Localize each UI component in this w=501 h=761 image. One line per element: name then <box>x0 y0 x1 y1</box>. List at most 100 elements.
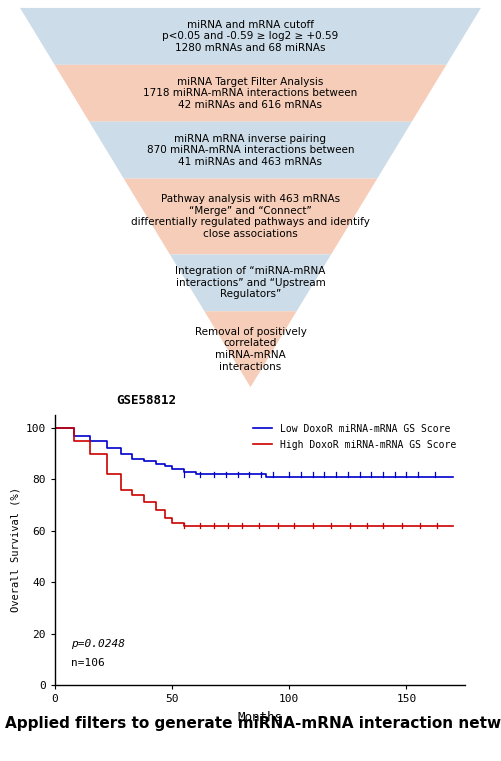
Low DoxoR miRNA-mRNA GS Score <box>333 472 339 481</box>
Low DoxoR miRNA-mRNA GS Score <box>286 472 292 481</box>
Low DoxoR miRNA-mRNA GS Score <box>333 472 339 481</box>
High DoxoR miRNA-mRNA GS Score <box>118 470 124 479</box>
High DoxoR miRNA-mRNA GS Score <box>403 521 409 530</box>
High DoxoR miRNA-mRNA GS Score <box>87 436 93 445</box>
Text: Applied filters to generate miRNA-mRNA interaction network: Applied filters to generate miRNA-mRNA i… <box>5 716 501 731</box>
High DoxoR miRNA-mRNA GS Score <box>141 490 147 499</box>
Low DoxoR miRNA-mRNA GS Score <box>141 457 147 466</box>
High DoxoR miRNA-mRNA GS Score <box>286 521 292 530</box>
Low DoxoR miRNA-mRNA GS Score <box>239 470 245 479</box>
Low DoxoR miRNA-mRNA GS Score <box>357 472 363 481</box>
Low DoxoR miRNA-mRNA GS Score <box>357 472 363 481</box>
High DoxoR miRNA-mRNA GS Score <box>169 513 175 522</box>
Low DoxoR miRNA-mRNA GS Score <box>403 472 409 481</box>
Low DoxoR miRNA-mRNA GS Score <box>129 454 135 463</box>
High DoxoR miRNA-mRNA GS Score <box>141 498 147 507</box>
High DoxoR miRNA-mRNA GS Score <box>169 518 175 527</box>
High DoxoR miRNA-mRNA GS Score <box>216 521 222 530</box>
Low DoxoR miRNA-mRNA GS Score <box>380 472 386 481</box>
Low DoxoR miRNA-mRNA GS Score <box>153 457 159 466</box>
Low DoxoR miRNA-mRNA GS Score <box>104 436 110 445</box>
Low DoxoR miRNA-mRNA GS Score <box>216 470 222 479</box>
High DoxoR miRNA-mRNA GS Score <box>310 521 316 530</box>
Text: Removal of positively
correlated
miRNA-mRNA
interactions: Removal of positively correlated miRNA-m… <box>194 326 307 371</box>
High DoxoR miRNA-mRNA GS Score <box>310 521 316 530</box>
Low DoxoR miRNA-mRNA GS Score <box>118 449 124 458</box>
Low DoxoR miRNA-mRNA GS Score <box>239 470 245 479</box>
High DoxoR miRNA-mRNA GS Score <box>263 521 269 530</box>
High DoxoR miRNA-mRNA GS Score <box>427 521 433 530</box>
Low DoxoR miRNA-mRNA GS Score <box>403 472 409 481</box>
Low DoxoR miRNA-mRNA GS Score <box>181 464 187 473</box>
X-axis label: Months: Months <box>237 711 283 724</box>
High DoxoR miRNA-mRNA GS Score <box>380 521 386 530</box>
High DoxoR miRNA-mRNA GS Score <box>204 521 210 530</box>
Low DoxoR miRNA-mRNA GS Score <box>141 454 147 463</box>
High DoxoR miRNA-mRNA GS Score <box>239 521 245 530</box>
Polygon shape <box>204 311 297 387</box>
High DoxoR miRNA-mRNA GS Score <box>129 490 135 499</box>
Text: n=106: n=106 <box>72 658 105 668</box>
Low DoxoR miRNA-mRNA GS Score <box>310 472 316 481</box>
Low DoxoR miRNA-mRNA GS Score <box>204 470 210 479</box>
Text: p=0.0248: p=0.0248 <box>72 639 125 649</box>
High DoxoR miRNA-mRNA GS Score <box>192 521 198 530</box>
Low DoxoR miRNA-mRNA GS Score <box>427 472 433 481</box>
Low DoxoR miRNA-mRNA GS Score <box>263 470 269 479</box>
High DoxoR miRNA-mRNA GS Score <box>162 505 168 514</box>
High DoxoR miRNA-mRNA GS Score <box>450 521 456 530</box>
High DoxoR miRNA-mRNA GS Score <box>118 485 124 494</box>
High DoxoR miRNA-mRNA GS Score <box>204 521 210 530</box>
High DoxoR miRNA-mRNA GS Score <box>263 521 269 530</box>
Low DoxoR miRNA-mRNA GS Score <box>181 467 187 476</box>
Low DoxoR miRNA-mRNA GS Score <box>162 460 168 469</box>
High DoxoR miRNA-mRNA GS Score <box>104 449 110 458</box>
Low DoxoR miRNA-mRNA GS Score <box>118 444 124 453</box>
Low DoxoR miRNA-mRNA GS Score <box>192 467 198 476</box>
High DoxoR miRNA-mRNA GS Score <box>181 521 187 530</box>
High DoxoR miRNA-mRNA GS Score <box>450 521 456 530</box>
Low DoxoR miRNA-mRNA GS Score <box>286 472 292 481</box>
Low DoxoR miRNA-mRNA GS Score <box>162 462 168 471</box>
High DoxoR miRNA-mRNA GS Score <box>153 498 159 507</box>
Line: Low DoxoR miRNA-mRNA GS Score: Low DoxoR miRNA-mRNA GS Score <box>55 428 453 476</box>
Low DoxoR miRNA-mRNA GS Score <box>450 472 456 481</box>
Low DoxoR miRNA-mRNA GS Score <box>129 449 135 458</box>
Text: Pathway analysis with 463 mRNAs
“Merge” and “Connect”
differentially regulated p: Pathway analysis with 463 mRNAs “Merge” … <box>131 194 370 239</box>
Text: miRNA and mRNA cutoff
p<0.05 and -0.59 ≥ log2 ≥ +0.59
1280 mRNAs and 68 miRNAs: miRNA and mRNA cutoff p<0.05 and -0.59 ≥… <box>162 20 339 53</box>
Low DoxoR miRNA-mRNA GS Score <box>310 472 316 481</box>
Line: High DoxoR miRNA-mRNA GS Score: High DoxoR miRNA-mRNA GS Score <box>55 428 453 526</box>
Low DoxoR miRNA-mRNA GS Score <box>427 472 433 481</box>
Low DoxoR miRNA-mRNA GS Score <box>87 436 93 445</box>
High DoxoR miRNA-mRNA GS Score <box>192 521 198 530</box>
High DoxoR miRNA-mRNA GS Score <box>380 521 386 530</box>
High DoxoR miRNA-mRNA GS Score <box>71 423 77 432</box>
Low DoxoR miRNA-mRNA GS Score <box>71 431 77 440</box>
High DoxoR miRNA-mRNA GS Score <box>333 521 339 530</box>
Y-axis label: Overall Survival (%): Overall Survival (%) <box>10 488 20 613</box>
Low DoxoR miRNA-mRNA GS Score <box>71 423 77 432</box>
Low DoxoR miRNA-mRNA GS Score <box>450 472 456 481</box>
Low DoxoR miRNA-mRNA GS Score <box>169 464 175 473</box>
High DoxoR miRNA-mRNA GS Score <box>52 423 58 432</box>
High DoxoR miRNA-mRNA GS Score <box>403 521 409 530</box>
High DoxoR miRNA-mRNA GS Score <box>129 485 135 494</box>
Low DoxoR miRNA-mRNA GS Score <box>153 460 159 469</box>
High DoxoR miRNA-mRNA GS Score <box>427 521 433 530</box>
Text: GSE58812: GSE58812 <box>117 394 176 407</box>
High DoxoR miRNA-mRNA GS Score <box>216 521 222 530</box>
Polygon shape <box>89 122 412 179</box>
High DoxoR miRNA-mRNA GS Score <box>239 521 245 530</box>
Low DoxoR miRNA-mRNA GS Score <box>263 472 269 481</box>
High DoxoR miRNA-mRNA GS Score <box>181 518 187 527</box>
Polygon shape <box>170 254 331 311</box>
Low DoxoR miRNA-mRNA GS Score <box>380 472 386 481</box>
Low DoxoR miRNA-mRNA GS Score <box>192 470 198 479</box>
Low DoxoR miRNA-mRNA GS Score <box>204 470 210 479</box>
Text: miRNA Target Filter Analysis
1718 miRNA-mRNA interactions between
42 miRNAs and : miRNA Target Filter Analysis 1718 miRNA-… <box>143 77 358 110</box>
High DoxoR miRNA-mRNA GS Score <box>357 521 363 530</box>
High DoxoR miRNA-mRNA GS Score <box>153 505 159 514</box>
Low DoxoR miRNA-mRNA GS Score <box>216 470 222 479</box>
High DoxoR miRNA-mRNA GS Score <box>71 436 77 445</box>
Legend: Low DoxoR miRNA-mRNA GS Score, High DoxoR miRNA-mRNA GS Score: Low DoxoR miRNA-mRNA GS Score, High Doxo… <box>249 420 460 454</box>
